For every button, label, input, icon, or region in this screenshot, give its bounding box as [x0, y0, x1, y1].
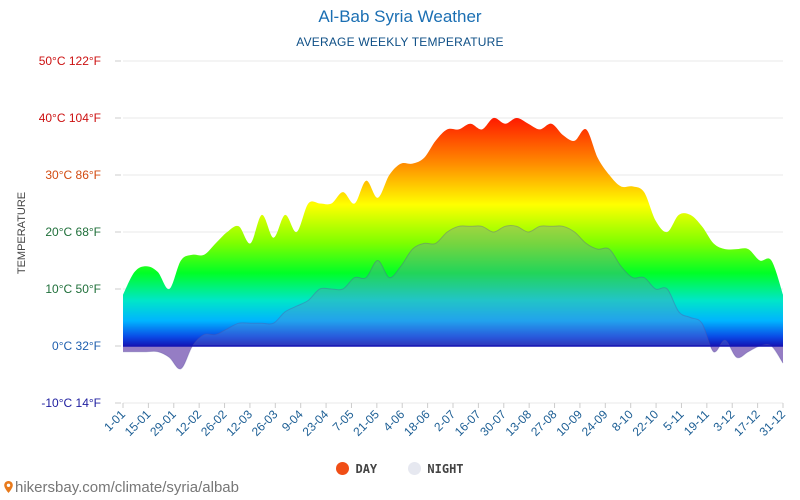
y-tick-label: 50°C 122°F: [39, 54, 101, 68]
chart-subtitle: AVERAGE WEEKLY TEMPERATURE: [296, 35, 504, 49]
x-tick-label: 16-07: [452, 407, 484, 439]
x-tick-label: 26-03: [249, 407, 281, 439]
legend-item-day[interactable]: DAY: [336, 462, 377, 476]
source-url: hikersbay.com/climate/syria/albab: [15, 479, 239, 496]
legend-item-night[interactable]: NIGHT: [408, 462, 464, 476]
x-axis-ticks: 1-0115-0129-0112-0226-0212-0326-039-0423…: [101, 403, 788, 439]
legend-day-label: DAY: [355, 462, 378, 476]
x-tick-label: 29-01: [147, 407, 179, 439]
y-tick-label: 10°C 50°F: [45, 282, 101, 296]
x-tick-label: 22-10: [630, 407, 662, 439]
y-axis-label: TEMPERATURE: [16, 192, 28, 274]
source-link[interactable]: hikersbay.com/climate/syria/albab: [4, 479, 239, 496]
y-tick-label: 20°C 68°F: [45, 225, 101, 239]
x-tick-label: 24-09: [579, 407, 611, 439]
y-axis-ticks: 50°C 122°F 40°C 104°F 30°C 86°F 20°C 68°F 10…: [39, 54, 121, 410]
y-tick-label: 40°C 104°F: [39, 111, 101, 125]
x-tick-label: 18-06: [401, 407, 433, 439]
x-tick-label: 19-11: [681, 407, 712, 438]
chart-title: Al-Bab Syria Weather: [318, 7, 482, 26]
location-pin-icon: [4, 481, 13, 493]
x-tick-label: 12-02: [173, 407, 205, 439]
x-tick-label: 21-05: [350, 407, 382, 439]
x-tick-label: 30-07: [477, 407, 509, 439]
day-area: [123, 117, 783, 346]
y-tick-label: -10°C 14°F: [41, 396, 101, 410]
legend-day-swatch: [336, 462, 350, 475]
x-tick-label: 12-03: [223, 407, 255, 439]
legend-night-label: NIGHT: [427, 462, 464, 476]
x-tick-label: 26-02: [198, 407, 230, 439]
x-tick-label: 15-01: [122, 407, 154, 439]
x-tick-label: 23-04: [300, 407, 332, 439]
x-tick-label: 13-08: [503, 407, 535, 439]
night-area: [123, 225, 783, 346]
y-tick-label: 0°C 32°F: [52, 339, 101, 353]
day-series: [123, 117, 783, 346]
x-tick-label: 17-12: [731, 407, 763, 439]
night-line: [123, 225, 784, 370]
x-tick-label: 10-09: [553, 407, 585, 439]
legend-night-swatch: [408, 462, 422, 475]
y-tick-label: 30°C 86°F: [45, 168, 101, 182]
x-tick-label: 27-08: [528, 407, 560, 439]
x-tick-label: 31-12: [757, 407, 789, 439]
legend: DAY NIGHT: [0, 462, 800, 476]
night-area-below-freezing: [123, 346, 783, 369]
night-series: [123, 225, 784, 370]
